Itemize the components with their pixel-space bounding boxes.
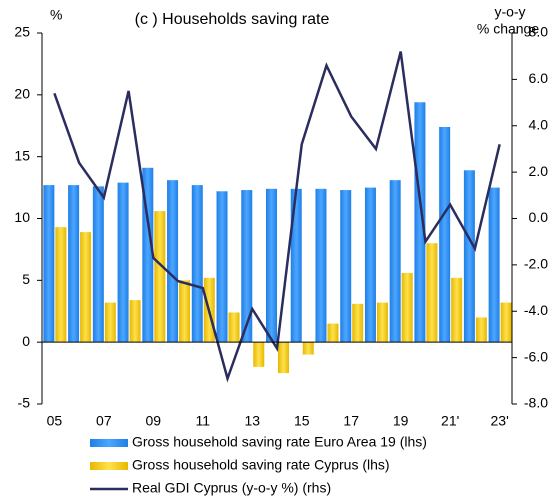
bar: [191, 185, 203, 343]
x-tick-label: 11: [196, 413, 211, 429]
bar: [290, 188, 302, 343]
bar: [142, 167, 154, 343]
line-series: [53, 51, 501, 383]
x-tick-label: 05: [47, 413, 63, 429]
bar: [68, 185, 80, 343]
chart-title: (c ) Households saving rate: [135, 11, 330, 28]
bar: [364, 187, 376, 343]
y-tick-label: 20: [14, 86, 30, 102]
x-tick-label: 19: [393, 413, 409, 429]
x-tick-label: 23': [491, 413, 509, 429]
bar: [315, 188, 327, 343]
bar: [55, 227, 67, 343]
bar: [154, 211, 166, 343]
y-tick-label: 0: [22, 333, 30, 349]
bar: [488, 187, 500, 343]
legend-label: Gross household saving rate Cyprus (lhs): [132, 457, 390, 473]
y2-tick-label: -6.0: [524, 348, 548, 364]
legend-label: Gross household saving rate Euro Area 19…: [132, 434, 427, 450]
bar: [302, 342, 314, 355]
bar: [401, 272, 413, 343]
y-axis-label: %: [50, 7, 62, 23]
y2-tick-label: 4.0: [529, 116, 549, 132]
bar: [80, 232, 92, 343]
x-tick-label: 15: [294, 413, 310, 429]
y-tick-label: -5: [18, 395, 31, 411]
y-tick-label: 15: [14, 147, 30, 163]
bar: [340, 190, 352, 343]
bar: [352, 303, 364, 343]
x-tick-label: 21': [441, 413, 459, 429]
bar: [475, 317, 487, 343]
bar: [92, 186, 104, 343]
bar: [228, 312, 240, 343]
legend-swatch: [90, 439, 128, 447]
bar: [104, 302, 116, 343]
bar: [253, 342, 265, 367]
y2-axis-label: % change: [477, 21, 539, 37]
bar: [216, 191, 228, 343]
bar: [167, 180, 179, 343]
y2-axis-label: y-o-y: [494, 4, 525, 20]
x-tick-label: 13: [244, 413, 260, 429]
bar: [500, 302, 512, 343]
y2-tick-label: 8.0: [529, 24, 549, 40]
bar: [327, 323, 339, 343]
bar: [266, 188, 277, 343]
bar: [451, 277, 463, 343]
y2-tick-label: -2.0: [524, 256, 548, 272]
bar: [463, 170, 475, 343]
bar: [241, 190, 253, 343]
y2-tick-label: 2.0: [529, 163, 549, 179]
bar: [426, 243, 438, 343]
bar: [129, 300, 141, 343]
legend-label: Real GDI Cyprus (y-o-y %) (rhs): [132, 480, 331, 496]
bar: [376, 302, 388, 343]
y-tick-label: 25: [14, 24, 30, 40]
y2-tick-label: -8.0: [524, 395, 548, 411]
bar: [179, 280, 191, 343]
y2-tick-label: 0.0: [529, 209, 549, 225]
y2-tick-label: -4.0: [524, 302, 548, 318]
x-tick-label: 09: [146, 413, 162, 429]
bar: [389, 180, 401, 343]
bar: [117, 182, 129, 343]
bar: [439, 126, 451, 343]
x-tick-label: 07: [96, 413, 112, 429]
bar: [414, 102, 426, 343]
bar: [43, 185, 55, 343]
legend-swatch: [90, 462, 128, 470]
y-tick-label: 5: [22, 271, 30, 287]
y-tick-label: 10: [14, 209, 30, 225]
y2-tick-label: 6.0: [529, 70, 549, 86]
x-tick-label: 17: [343, 413, 359, 429]
bar: [278, 342, 289, 374]
